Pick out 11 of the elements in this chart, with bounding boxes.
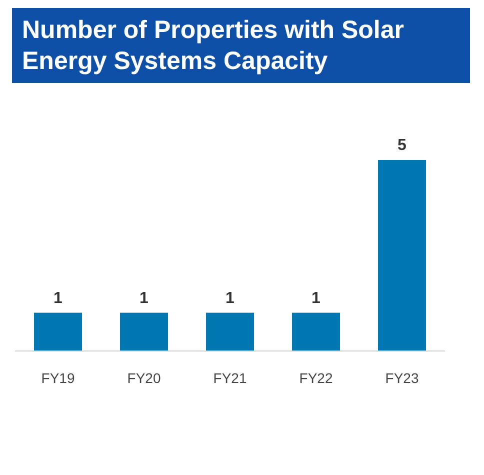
x-tick-label: FY19 [41, 370, 75, 386]
x-tick-label: FY23 [385, 370, 419, 386]
x-tick-label: FY20 [127, 370, 161, 386]
data-label: 5 [398, 137, 407, 154]
data-label: 1 [226, 290, 235, 307]
chart-title: Number of Properties with Solar Energy Systems Capacity [12, 8, 470, 83]
data-label: 1 [312, 290, 321, 307]
x-tick-label: FY21 [213, 370, 247, 386]
data-label: 1 [54, 290, 63, 307]
data-label: 1 [140, 290, 149, 307]
x-tick-label: FY22 [299, 370, 333, 386]
